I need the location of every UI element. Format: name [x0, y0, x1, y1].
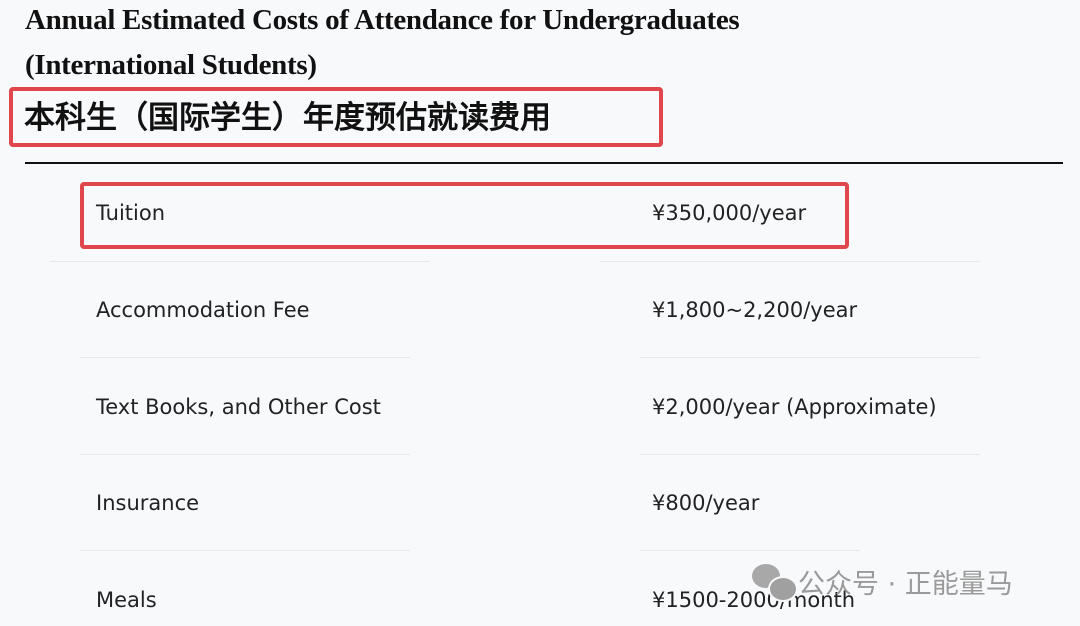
watermark: 公众号 · 正能量马: [752, 562, 1013, 602]
highlight-box-title: [9, 87, 663, 147]
table-row: Text Books, and Other Cost ¥2,000/year (…: [0, 387, 1080, 427]
title-line-1: Annual Estimated Costs of Attendance for…: [25, 4, 740, 36]
row-label: Text Books, and Other Cost: [96, 395, 381, 419]
watermark-text: 公众号 · 正能量马: [798, 569, 1013, 600]
row-value: ¥2,000/year (Approximate): [652, 395, 937, 419]
table-row: Accommodation Fee ¥1,800~2,200/year: [0, 290, 1080, 330]
row-label: Tuition: [96, 201, 166, 225]
row-divider: [80, 357, 410, 358]
wechat-icon: [752, 563, 798, 602]
row-value: ¥800/year: [652, 491, 760, 515]
row-label: Accommodation Fee: [96, 298, 310, 322]
row-value: ¥1500-2000/month: [652, 588, 856, 612]
row-divider: [600, 261, 980, 262]
row-label: Insurance: [96, 491, 200, 515]
table-row: Meals ¥1500-2000/month: [0, 580, 1080, 620]
row-value: ¥350,000/year: [652, 201, 807, 225]
divider-rule: [25, 162, 1063, 164]
table-row: Tuition ¥350,000/year: [0, 193, 1080, 233]
row-divider: [50, 261, 430, 262]
table-row: Insurance ¥800/year: [0, 483, 1080, 523]
row-divider: [640, 357, 980, 358]
row-divider: [80, 454, 410, 455]
row-value: ¥1,800~2,200/year: [652, 298, 858, 322]
row-divider: [640, 550, 860, 551]
row-divider: [80, 550, 410, 551]
row-label: Meals: [96, 588, 157, 612]
title-chinese: 本科生（国际学生）年度预估就读费用: [24, 100, 551, 136]
highlight-box-tuition: [80, 182, 849, 249]
title-line-2: (International Students): [25, 49, 317, 81]
row-divider: [640, 454, 980, 455]
